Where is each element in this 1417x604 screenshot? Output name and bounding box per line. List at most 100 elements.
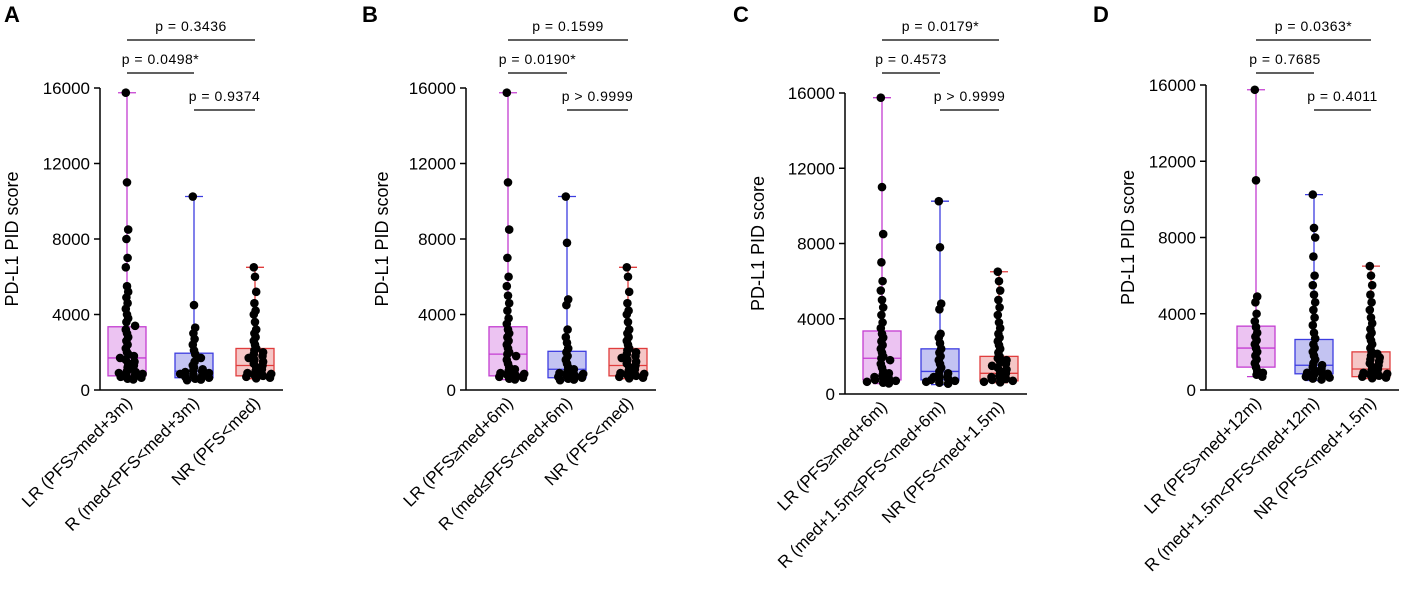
data-point [1308,190,1318,199]
panel-letter: A [4,2,20,27]
data-point [876,93,886,103]
data-point [885,355,895,365]
data-point [1308,374,1318,383]
data-point [638,373,648,383]
box-2 [547,192,588,385]
data-point [129,375,138,384]
data-point [510,375,520,384]
data-point [1366,290,1375,299]
box-2 [920,196,960,388]
y-tick-label: 4000 [797,310,835,329]
data-point [1258,372,1267,381]
data-point [995,378,1005,387]
box-1 [107,88,147,384]
data-point [876,286,886,295]
data-point [979,377,989,387]
p-value-label: p = 0.0190* [499,51,577,67]
data-point [1309,305,1318,315]
y-tick-label: 16000 [788,84,835,103]
y-tick-label: 0 [1187,381,1196,400]
data-point [935,378,944,388]
data-point [995,303,1004,312]
y-tick-label: 4000 [1158,305,1196,324]
data-point [250,272,260,282]
p-value-label: p = 0.7685 [1249,51,1321,67]
category-label: LR (PFS≥med+6m) [774,397,891,514]
data-point [993,310,1003,320]
p-value-label: p = 0.4011 [1307,88,1378,104]
p-value-label: p = 0.4573 [875,51,947,67]
data-point [121,88,131,98]
data-point [555,375,565,385]
box-1 [488,88,529,384]
data-point [1367,280,1377,290]
data-point [204,373,214,383]
data-point [935,242,945,252]
data-point [503,291,513,300]
y-axis-label: PD-L1 PID score [2,171,22,306]
data-point [249,263,259,272]
data-point [891,376,901,386]
data-point [116,372,125,382]
p-value-label: p > 0.9999 [562,88,634,104]
data-point [993,267,1003,277]
panel-letter: D [1093,2,1109,27]
y-tick-label: 0 [826,385,835,404]
data-point [265,373,275,383]
data-point [622,263,632,272]
data-point [1310,271,1319,280]
p-value-label: p = 0.0179* [902,18,980,34]
data-point [511,351,521,361]
p-value-label: p > 0.9999 [934,88,1006,104]
y-tick-label: 4000 [52,306,90,325]
data-point [502,281,512,291]
data-point [502,88,512,98]
data-point [122,178,132,187]
data-point [1309,252,1318,261]
y-tick-label: 8000 [1158,229,1196,248]
data-point [1309,290,1319,299]
data-point [862,377,872,387]
box-1 [862,93,902,388]
data-point [624,373,634,383]
data-point [1325,373,1334,382]
box-3 [979,267,1019,387]
data-point [495,372,504,382]
data-point [622,310,632,319]
data-point [196,375,206,384]
p-value-label: p = 0.9374 [189,88,261,104]
data-point [624,287,634,297]
data-point [950,376,960,386]
data-point [1250,85,1260,95]
panel-letter: B [362,2,378,27]
data-point [1365,305,1375,315]
data-point [1381,373,1391,382]
data-point [503,253,512,263]
data-point [623,298,632,308]
data-point [122,234,131,244]
data-point [569,375,579,384]
box-2 [1294,190,1334,384]
p-value-label: p = 0.1599 [532,18,604,34]
data-point [878,229,888,239]
data-point [1310,233,1320,242]
panel-a: A 0 4000 8000 12000 16000 PD-L1 PID score LR (P… [2,2,283,535]
data-point [130,321,140,331]
y-tick-label: 8000 [52,230,90,249]
data-point [123,253,132,263]
box-3 [608,263,649,383]
y-tick-label: 12000 [409,155,456,174]
y-axis-label: PD-L1 PID score [748,176,768,311]
y-tick-label: 0 [81,381,90,400]
data-point [1374,371,1384,381]
data-point [1358,372,1367,381]
data-point [503,306,512,316]
data-point [870,375,880,385]
data-point [563,325,572,334]
y-tick-label: 8000 [797,235,835,254]
y-axis-label: PD-L1 PID score [1118,170,1138,305]
data-point [884,379,894,388]
data-point [250,298,259,308]
box-3 [1351,261,1392,383]
